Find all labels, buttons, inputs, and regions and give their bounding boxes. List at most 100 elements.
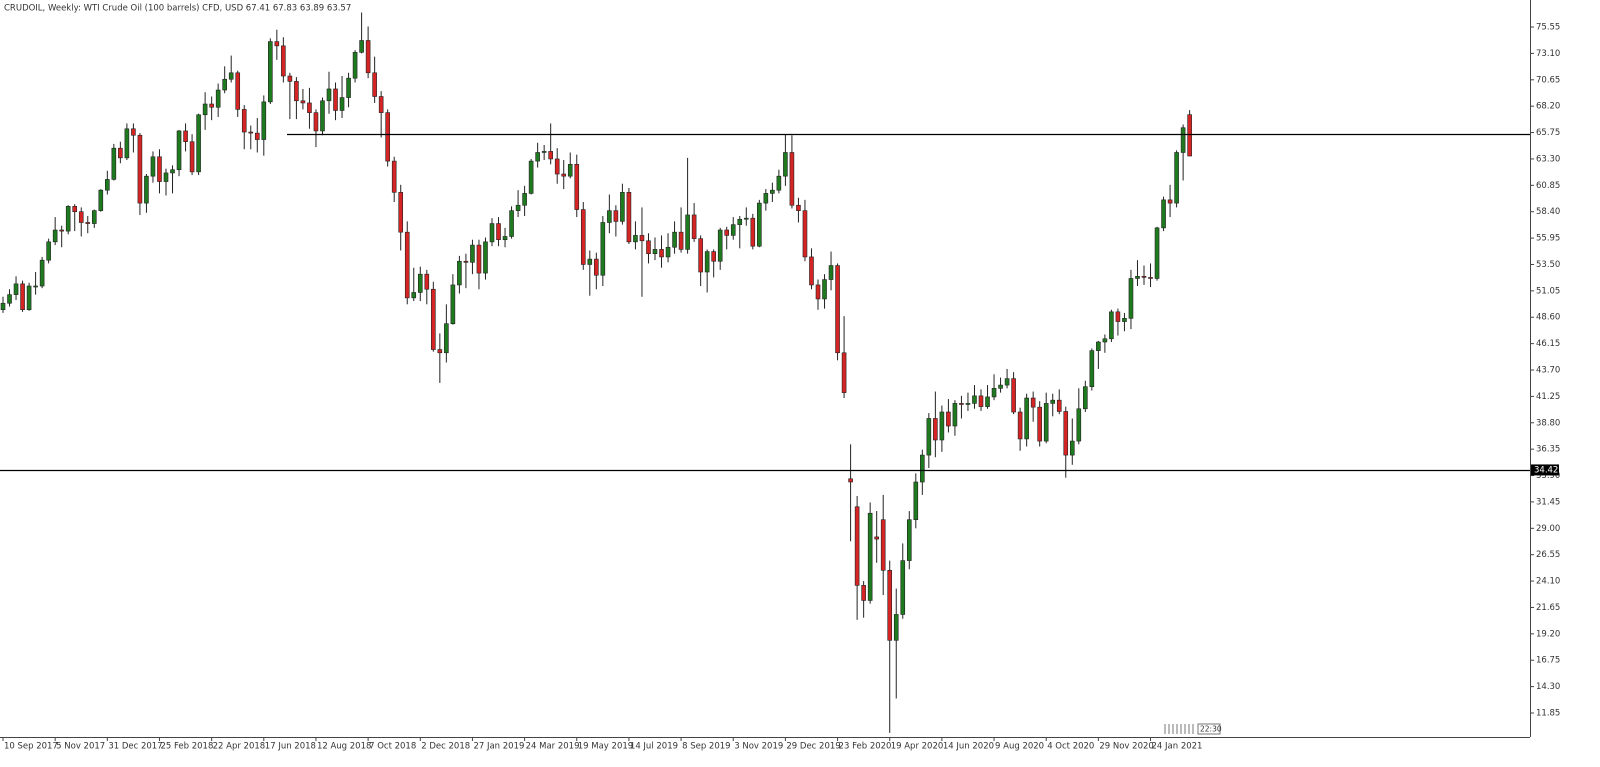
candle-body [1056, 399, 1062, 412]
candle-body [98, 189, 104, 211]
candle-body [1135, 276, 1140, 279]
candle-body [1089, 350, 1095, 387]
candle-body [743, 217, 749, 220]
candle-body [607, 210, 612, 223]
candle-body [659, 249, 664, 258]
y-tick-label: 43.70 [1536, 366, 1560, 376]
candle-body [783, 152, 788, 177]
candle-body [600, 222, 606, 276]
candle-body [417, 273, 423, 293]
candle-body [202, 103, 208, 116]
candle-body [900, 560, 906, 615]
candle-body [20, 283, 25, 311]
candle-body [144, 175, 149, 204]
x-tick-label: 14 Jun 2020 [943, 742, 994, 752]
price-label-box [1531, 464, 1559, 476]
candle-body [672, 231, 677, 248]
candle-body [665, 246, 671, 258]
candle-body [580, 209, 586, 265]
candle-body [1037, 406, 1042, 442]
candle-body [457, 260, 462, 286]
candle-body [835, 265, 840, 354]
y-tick-label: 75.55 [1536, 23, 1560, 33]
y-tick-label: 24.10 [1536, 577, 1560, 587]
x-tick-label: 19 Apr 2020 [891, 742, 944, 752]
y-tick-label: 55.95 [1536, 234, 1560, 244]
candle-body [920, 454, 925, 483]
candle-body [874, 536, 879, 540]
candle-body [0, 302, 6, 311]
x-tick-label: 29 Dec 2019 [786, 742, 840, 752]
x-tick-label: 10 Sep 2017 [4, 742, 58, 752]
candle-body [189, 141, 195, 173]
y-tick-label: 60.85 [1536, 181, 1560, 191]
candle-body [59, 229, 64, 232]
candle-body [1180, 127, 1186, 153]
candle-body [567, 164, 573, 177]
candle-body [893, 614, 899, 641]
x-tick-label: 22 Apr 2018 [213, 742, 266, 752]
x-tick-label: 24 Mar 2019 [526, 742, 580, 752]
candle-body [437, 349, 443, 354]
x-tick-label: 31 Dec 2017 [108, 742, 162, 752]
x-tick-label: 4 Oct 2020 [1047, 742, 1094, 752]
candle-body [1102, 338, 1108, 343]
candle-body [887, 570, 893, 641]
candle-body [209, 103, 214, 108]
candle-body [861, 585, 866, 601]
candle-body [1030, 397, 1036, 408]
x-tick-label: 23 Feb 2020 [839, 742, 892, 752]
candle-body [476, 244, 482, 274]
candle-body [776, 175, 782, 191]
candle-body [1083, 386, 1088, 410]
candle-body [959, 403, 964, 405]
candle-body [1069, 440, 1075, 456]
y-tick-label: 63.30 [1536, 154, 1560, 164]
y-tick-label: 36.35 [1536, 445, 1560, 455]
x-tick-label: 8 Sep 2019 [682, 742, 730, 752]
candle-body [620, 192, 625, 222]
candle-body [926, 418, 932, 456]
candle-body [737, 218, 743, 225]
candle-body [378, 96, 384, 113]
candle-body [880, 519, 886, 571]
candle-body [470, 244, 475, 263]
candle-body [294, 81, 299, 102]
candle-body [717, 229, 723, 262]
candle-body [46, 241, 51, 261]
candle-body [261, 101, 267, 140]
x-tick-label: 14 Jul 2019 [630, 742, 678, 752]
candle-body [91, 210, 97, 224]
x-tick-label: 25 Feb 2018 [160, 742, 213, 752]
candle-body [72, 206, 78, 213]
candle-body [1187, 114, 1192, 157]
y-tick-label: 19.20 [1536, 629, 1560, 639]
candle-body [33, 285, 38, 288]
y-tick-label: 53.50 [1536, 260, 1560, 270]
candle-body [346, 77, 351, 98]
candle-body [124, 128, 130, 159]
candle-body [535, 152, 540, 162]
candle-body [489, 223, 495, 243]
candle-body [268, 41, 273, 103]
y-tick-label: 70.65 [1536, 75, 1560, 85]
candle-body [1011, 378, 1016, 413]
candle-body [750, 217, 756, 247]
candle-body [359, 40, 364, 53]
candle-body [730, 224, 736, 236]
candle-body [1167, 199, 1173, 204]
candle-body [554, 158, 560, 175]
candle-body [287, 75, 293, 82]
candle-body [633, 235, 638, 243]
candle-body [170, 169, 175, 174]
candle-body [483, 241, 488, 274]
candle-body [1122, 318, 1127, 322]
candle-body [150, 156, 156, 177]
candle-body [952, 403, 958, 427]
candle-body [509, 210, 514, 237]
candle-body [867, 512, 873, 601]
candle-body [906, 519, 912, 561]
candle-body [841, 352, 847, 393]
y-tick-label: 65.75 [1536, 128, 1560, 138]
